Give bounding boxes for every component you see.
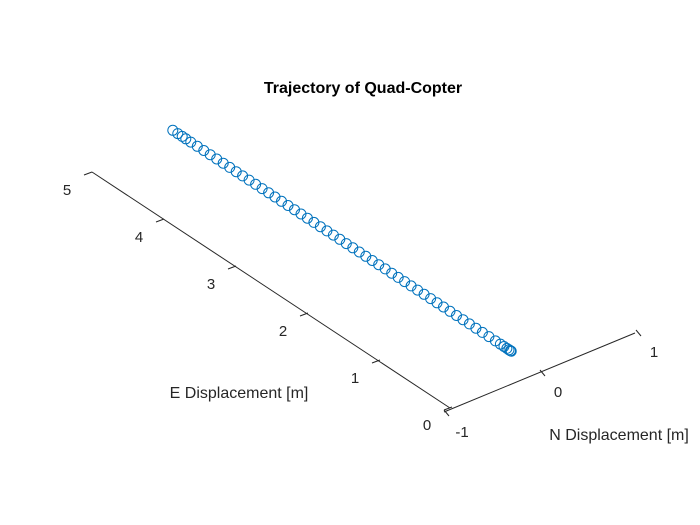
trajectory-point [476,326,488,338]
trajectory-point [230,166,242,178]
e-tick-mark [371,359,381,364]
e-tick-label: 2 [279,323,287,340]
e-axis-ticks: 0 1 2 3 4 5 [63,171,453,434]
n-tick-label: 1 [650,344,658,361]
trajectory-point [431,297,443,309]
e-tick-label: 5 [63,182,71,199]
trajectory-point [347,242,359,254]
trajectory-point [451,310,462,321]
trajectory-point [425,293,437,305]
e-tick-mark [155,218,165,223]
trajectory-point [470,322,482,334]
e-tick-mark [83,171,93,176]
trajectory-point [373,259,385,271]
trajectory-point [198,145,210,156]
trajectory-point [185,136,197,148]
trajectory-point [327,229,339,241]
n-tick-label: 0 [554,384,562,401]
trajectory-point [412,284,424,296]
e-tick-mark [443,406,453,411]
trajectory-point [211,153,223,165]
trajectory-point [444,305,456,317]
trajectory-point [321,225,333,237]
n-axis-ticks: -1 0 1 [443,329,658,441]
n-tick-mark [635,329,642,337]
trajectory-point [314,221,326,233]
e-axis-line [91,171,451,409]
n-tick-label: -1 [455,424,468,441]
trajectory-point [217,157,229,169]
e-tick-mark [227,265,237,270]
trajectory-series [167,124,517,357]
trajectory-point [295,208,307,220]
trajectory-point [392,271,404,283]
trajectory-point [386,267,398,279]
trajectory-point [366,255,378,266]
e-tick-label: 4 [135,229,143,246]
trajectory-point [457,314,469,326]
e-tick-mark [299,312,309,317]
e-tick-label: 0 [423,417,431,434]
e-tick-label: 1 [351,370,359,387]
trajectory-point [176,130,188,142]
chart-title: Trajectory of Quad-Copter [264,80,462,97]
trajectory-point [340,238,352,250]
trajectory-point [282,200,294,211]
trajectory-point [405,280,417,292]
trajectory-point [191,140,203,152]
trajectory-point [256,183,268,195]
trajectory-point [263,187,275,199]
trajectory-point [243,174,255,186]
n-axis-label: N Displacement [m] [549,427,689,444]
e-axis-label: E Displacement [m] [170,385,309,402]
e-tick-label: 3 [207,276,215,293]
trajectory-point [276,195,287,207]
n-tick-mark [539,369,546,377]
trajectory-point [237,170,249,182]
trajectory-point [360,250,372,262]
trajectory-point [503,344,515,356]
trajectory-point [301,212,313,224]
n-tick-mark [443,409,450,417]
n-axis-line [443,332,636,413]
trajectory-point [505,345,517,357]
